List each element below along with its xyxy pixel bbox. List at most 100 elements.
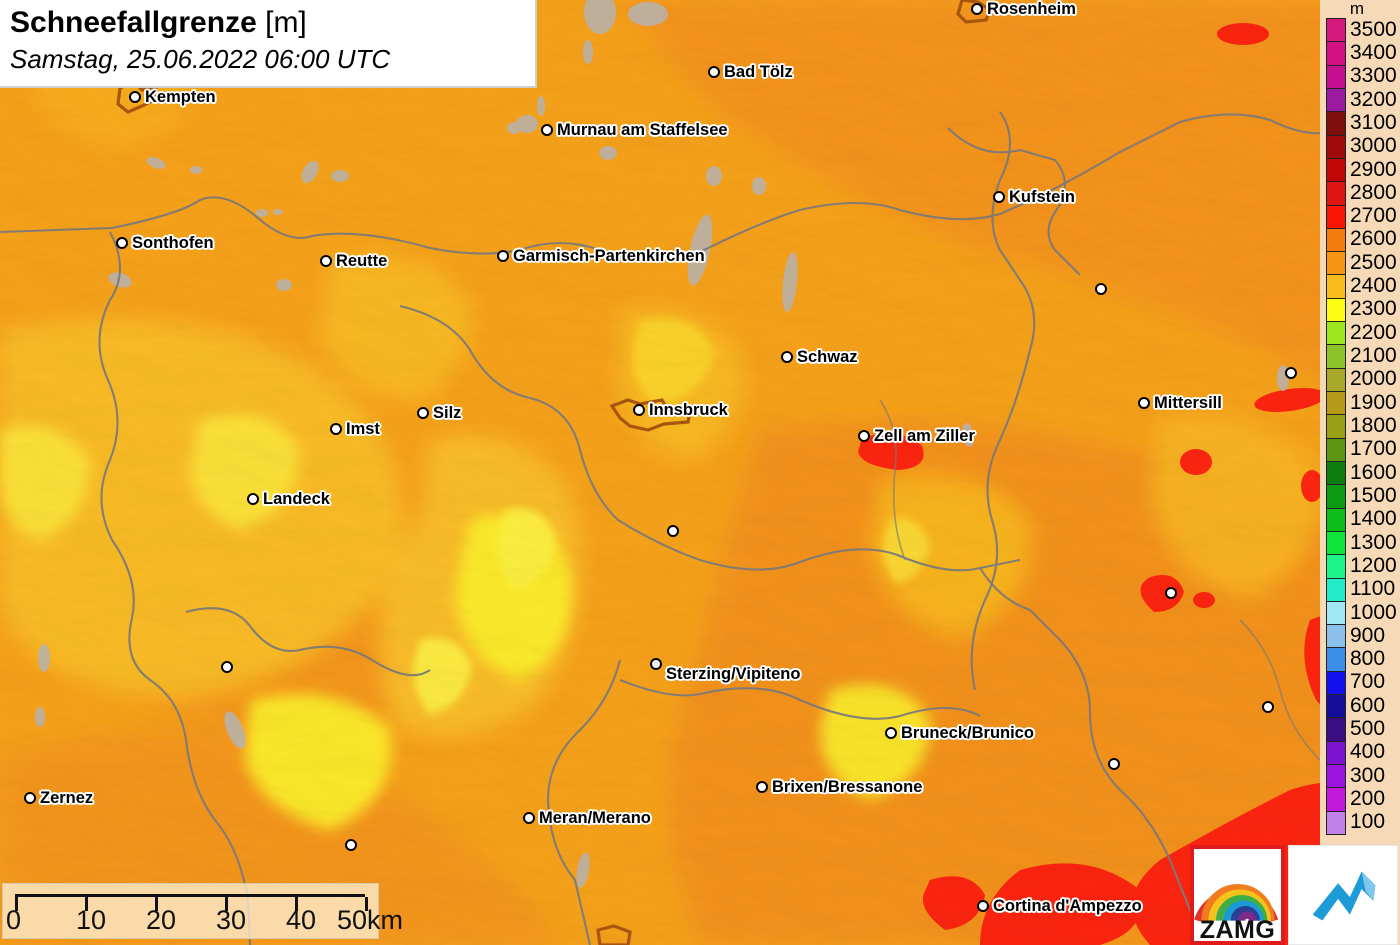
- page-title: Schneefallgrenze [m]: [10, 4, 525, 42]
- city-label: Zernez: [40, 789, 94, 807]
- geosphere-logo[interactable]: [1288, 845, 1398, 945]
- city-dot[interactable]: [708, 66, 720, 78]
- legend-label-500: 500: [1350, 717, 1386, 741]
- legend-label-1500: 1500: [1350, 483, 1397, 507]
- legend-label-1700: 1700: [1350, 437, 1397, 461]
- legend-unit-label: m: [1349, 0, 1365, 18]
- legend-swatch-2300: [1326, 297, 1346, 323]
- city-label: Schwaz: [797, 348, 858, 366]
- city-label: Cortina d'Ampezzo: [993, 897, 1142, 915]
- city-dot[interactable]: [633, 404, 645, 416]
- legend-label-2600: 2600: [1350, 227, 1397, 251]
- legend-swatch-3200: [1326, 87, 1346, 113]
- legend-label-2800: 2800: [1350, 180, 1397, 204]
- legend-label-1900: 1900: [1350, 390, 1397, 414]
- zamg-logo[interactable]: ZAMG: [1190, 845, 1285, 945]
- city-label: Imst: [346, 420, 380, 438]
- legend-label-2100: 2100: [1350, 344, 1397, 368]
- city-dot[interactable]: [320, 255, 332, 267]
- scale-tick: [295, 897, 298, 911]
- city-label: Rosenheim: [987, 0, 1076, 18]
- legend-swatch-1400: [1326, 507, 1346, 532]
- city-label: Zell am Ziller: [874, 427, 975, 445]
- title-unit: [m]: [265, 6, 307, 39]
- city-dot[interactable]: [977, 900, 989, 912]
- legend-swatch-2500: [1326, 251, 1346, 276]
- city-label: Bruneck/Brunico: [901, 724, 1034, 742]
- city-dot[interactable]: [971, 3, 983, 15]
- city-label: Sterzing/Vipiteno: [666, 665, 801, 683]
- city-dot[interactable]: [1262, 701, 1274, 713]
- legend-swatch-1900: [1326, 391, 1346, 416]
- legend-label-400: 400: [1350, 740, 1386, 764]
- legend-label-2400: 2400: [1350, 274, 1397, 298]
- legend-swatch-1800: [1326, 414, 1346, 439]
- title-parameter: Schneefallgrenze: [10, 6, 257, 39]
- city-label: Reutte: [336, 252, 388, 270]
- city-dot[interactable]: [523, 812, 535, 824]
- city-dot[interactable]: [993, 191, 1005, 203]
- scale-label-20: 20: [146, 905, 177, 935]
- legend-swatch-2900: [1326, 157, 1346, 183]
- legend-swatch-3300: [1326, 64, 1346, 89]
- city-label: Silz: [433, 404, 462, 422]
- city-dot[interactable]: [885, 727, 897, 739]
- legend-swatch-200: [1326, 787, 1346, 812]
- city-label: Innsbruck: [649, 401, 728, 419]
- city-dot[interactable]: [858, 430, 870, 442]
- scale-tick: [225, 897, 228, 911]
- city-dot[interactable]: [1095, 283, 1107, 295]
- city-dot[interactable]: [1138, 397, 1150, 409]
- city-dot[interactable]: [116, 237, 128, 249]
- legend-label-700: 700: [1350, 670, 1386, 694]
- legend-label-2700: 2700: [1350, 204, 1397, 228]
- legend-swatch-2200: [1326, 321, 1346, 346]
- legend-swatch-600: [1326, 694, 1346, 719]
- city-dot[interactable]: [541, 124, 553, 136]
- legend-label-3300: 3300: [1350, 64, 1397, 88]
- legend-label-1600: 1600: [1350, 460, 1397, 484]
- legend-swatch-100: [1326, 810, 1346, 835]
- city-dot[interactable]: [497, 250, 509, 262]
- city-dot[interactable]: [756, 781, 768, 793]
- legend-label-3000: 3000: [1350, 134, 1397, 158]
- city-label: Garmisch-Partenkirchen: [513, 247, 705, 265]
- logo-bar: ZAMG: [1190, 830, 1400, 945]
- city-dot[interactable]: [667, 525, 679, 537]
- city-label: Kempten: [145, 88, 216, 106]
- city-dot[interactable]: [1165, 587, 1177, 599]
- legend-label-200: 200: [1350, 787, 1386, 811]
- city-dot[interactable]: [781, 351, 793, 363]
- city-dot[interactable]: [345, 839, 357, 851]
- mountain-arrow-icon: [1312, 871, 1376, 921]
- city-dot[interactable]: [129, 91, 141, 103]
- legend-label-2000: 2000: [1350, 367, 1397, 391]
- city-label: Brixen/Bressanone: [772, 778, 923, 796]
- city-dot[interactable]: [24, 792, 36, 804]
- city-label: Landeck: [263, 490, 330, 508]
- city-dot[interactable]: [247, 493, 259, 505]
- scale-label-50km: 50km: [337, 905, 404, 935]
- city-label: Murnau am Staffelsee: [557, 121, 728, 139]
- city-dot[interactable]: [417, 407, 429, 419]
- scale-tick: [365, 897, 368, 911]
- legend-label-1800: 1800: [1350, 414, 1397, 437]
- city-label: Meran/Merano: [539, 809, 651, 827]
- city-dot[interactable]: [1108, 758, 1120, 770]
- legend-swatch-3500: [1326, 18, 1346, 43]
- scale-label-0: 0: [6, 905, 22, 935]
- legend-label-2200: 2200: [1350, 320, 1397, 344]
- legend-swatch-2800: [1326, 181, 1346, 206]
- scale-label-10: 10: [76, 905, 107, 935]
- city-dot[interactable]: [1285, 367, 1297, 379]
- legend-swatch-1500: [1326, 484, 1346, 509]
- city-dot[interactable]: [650, 658, 662, 670]
- legend-swatch-300: [1326, 764, 1346, 789]
- city-dot[interactable]: [330, 423, 342, 435]
- city-label: Kufstein: [1009, 188, 1075, 206]
- legend-swatch-2400: [1326, 274, 1346, 299]
- legend-label-100: 100: [1350, 810, 1386, 834]
- city-dot[interactable]: [221, 661, 233, 673]
